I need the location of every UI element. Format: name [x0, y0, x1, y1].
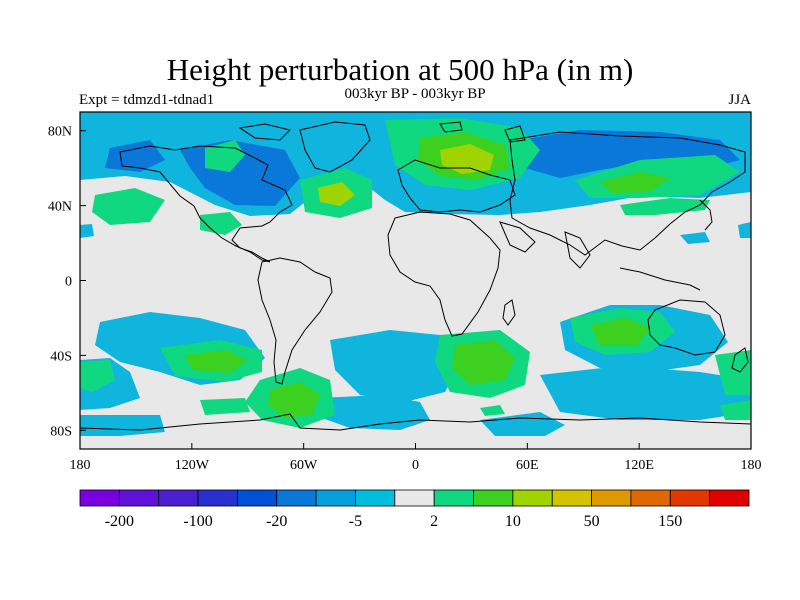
contour-positive-south-indian-core [590, 318, 650, 346]
colorbar-box [433, 489, 474, 507]
colorbar-box [551, 489, 592, 507]
colorbar-label: 150 [658, 513, 682, 530]
coastline-antarctica [80, 413, 751, 431]
coastline-india [564, 231, 591, 269]
coastline-japan [699, 199, 713, 231]
y-tick-label: 40S [50, 349, 72, 364]
coastline-novaya-zemlya [504, 125, 526, 143]
contour-negative-antarctic-west [80, 415, 165, 436]
colorbar-label: -5 [349, 513, 362, 530]
colorbar-box [473, 489, 514, 507]
y-tick-label: 40N [48, 200, 72, 215]
contour-positive-south-west [80, 360, 115, 392]
coastline-north-america [119, 145, 293, 263]
colorbar-box [79, 489, 120, 507]
colorbar-box [237, 489, 278, 507]
x-tick-label: 120E [624, 458, 654, 473]
colorbar-box [591, 489, 632, 507]
colorbar-box [394, 489, 435, 507]
coastline-arabia [499, 221, 536, 253]
contour-positive-greenland-sea-core [318, 182, 355, 206]
contour-positive-pacific-north [92, 188, 165, 225]
map-panel [80, 112, 751, 449]
coastline-greenland [299, 121, 371, 173]
contour-fill-layer [80, 112, 751, 436]
contour-positive-south-small [480, 405, 505, 416]
colorbar-box [512, 489, 553, 507]
colorbar-label: -100 [183, 513, 212, 530]
colorbar-box [630, 489, 671, 507]
x-tick-label: 60E [516, 458, 539, 473]
coastline-madagascar [502, 299, 516, 326]
colorbar-label: 2 [430, 513, 438, 530]
contour-positive-australia-east [715, 350, 751, 395]
contour-positive-asia-core [600, 172, 670, 193]
map-subtitle: 003kyr BP - 003kyr BP [344, 86, 486, 102]
y-tick-label: 80S [50, 424, 72, 439]
x-tick-label: 120W [175, 458, 210, 473]
y-axis: 80N 40N 0 40S 80S [48, 125, 86, 439]
colorbar-label: 50 [584, 513, 600, 530]
coastline-layer [80, 121, 751, 431]
contour-positive-drake-core [268, 382, 320, 418]
coastline-australia [647, 299, 726, 356]
experiment-label: Expt = tdmzd1-tdnad1 [79, 92, 215, 108]
contour-positive-south-far-east [720, 400, 751, 420]
map-title: Height perturbation at 500 hPa (in m) [166, 52, 634, 87]
contour-negative-small-3 [738, 222, 751, 238]
contour-negative-south-atlantic [330, 330, 462, 402]
coastline-indonesia [619, 267, 701, 291]
colorbar-box [158, 489, 199, 507]
contour-negative-small-2 [80, 224, 94, 238]
coastline-new-zealand [731, 347, 749, 373]
x-axis: 180 120W 60W 0 60E 120E 180 [70, 443, 762, 473]
coastline-south-america [257, 257, 333, 385]
y-tick-label: 0 [65, 275, 72, 290]
coastline-europe [397, 159, 516, 213]
season-label: JJA [728, 92, 751, 108]
colorbar-label: 10 [505, 513, 521, 530]
colorbar-label: -200 [105, 513, 134, 530]
colorbar-box [669, 489, 711, 507]
coastline-svalbard [439, 121, 463, 133]
x-tick-label: 0 [412, 458, 419, 473]
x-tick-label: 180 [741, 458, 762, 473]
colorbar-box [276, 489, 317, 507]
coastline-arctic-islands [238, 123, 291, 141]
contour-negative-canada [105, 140, 165, 172]
colorbar-box [355, 489, 396, 507]
colorbar-box [315, 489, 356, 507]
contour-positive-south-atlantic-core [452, 340, 515, 385]
contour-negative-small-1 [680, 232, 710, 244]
x-tick-label: 180 [70, 458, 91, 473]
colorbar: -200 -100 -20 -5 2 10 50 150 [79, 489, 750, 530]
contour-negative-antarctic-east [480, 412, 565, 436]
contour-positive-south-pacific-core [185, 350, 248, 373]
contour-negative-south-indian [540, 366, 751, 420]
y-tick-label: 80N [48, 125, 72, 140]
contour-positive-southpole-strip [200, 398, 250, 415]
contour-positive-arctic-europe-core [440, 144, 494, 174]
colorbar-label: -20 [266, 513, 287, 530]
colorbar-box [197, 489, 238, 507]
contour-positive-atlantic-small [200, 212, 242, 235]
colorbar-box [709, 489, 750, 507]
x-tick-label: 60W [290, 458, 318, 473]
coastline-africa [387, 211, 501, 337]
coastline-asia [509, 131, 746, 256]
colorbar-box [118, 489, 160, 507]
